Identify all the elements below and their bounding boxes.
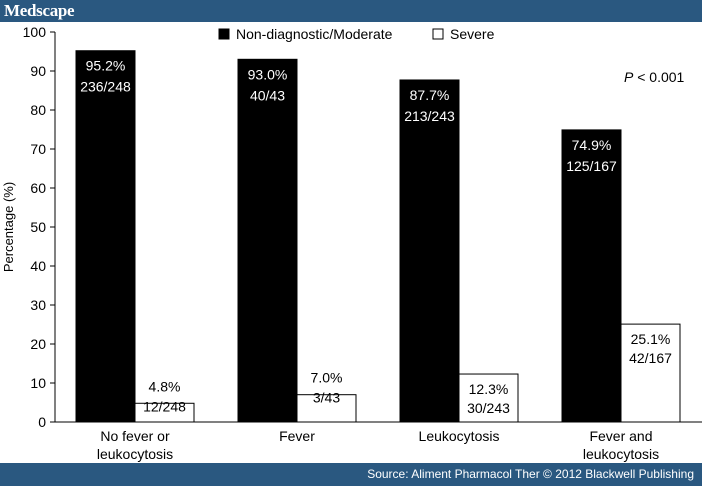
bar-moderate [399, 79, 460, 423]
data-label-count: 12/248 [143, 398, 186, 414]
medscape-logo: Medscape [4, 1, 75, 20]
bar-moderate [561, 129, 622, 423]
data-label-percent: 4.8% [149, 378, 181, 394]
y-axis-label: Percentage (%) [1, 182, 16, 272]
y-tick-label: 70 [30, 141, 46, 157]
y-tick-label: 30 [30, 297, 46, 313]
bar-moderate [237, 58, 298, 423]
x-category-label: leukocytosis [583, 446, 659, 462]
y-tick-label: 10 [30, 375, 46, 391]
data-label-percent: 74.9% [572, 137, 612, 153]
header-bar: Medscape [0, 0, 702, 22]
y-tick-label: 60 [30, 180, 46, 196]
bar-severe [458, 373, 519, 423]
y-tick-label: 100 [23, 24, 47, 40]
y-tick-label: 20 [30, 336, 46, 352]
x-category-label: Leukocytosis [419, 428, 500, 444]
data-label-percent: 87.7% [410, 87, 450, 103]
p-value-text: < 0.001 [633, 69, 684, 85]
data-label-count: 30/243 [467, 400, 510, 416]
bar-severe [296, 394, 357, 423]
footer-bar: Source: Aliment Pharmacol Ther © 2012 Bl… [0, 463, 702, 486]
y-tick-label: 0 [38, 414, 46, 430]
data-label-count: 236/248 [80, 79, 131, 95]
x-category-label: No fever or [100, 428, 170, 444]
y-tick-label: 90 [30, 63, 46, 79]
legend-swatch-severe [432, 28, 444, 40]
data-label-count: 213/243 [404, 108, 455, 124]
data-label-percent: 95.2% [86, 58, 126, 74]
p-value-symbol: P [624, 69, 634, 85]
data-label-count: 40/43 [250, 87, 285, 103]
legend-swatch-moderate [218, 28, 230, 40]
bar-moderate [75, 50, 136, 423]
bar-severe [620, 323, 681, 423]
x-category-label: Fever and [589, 428, 652, 444]
data-label-percent: 7.0% [311, 370, 343, 386]
y-tick-label: 40 [30, 258, 46, 274]
legend-label-severe: Severe [450, 26, 495, 42]
data-label-percent: 93.0% [248, 66, 288, 82]
y-tick-label: 80 [30, 102, 46, 118]
data-label-count: 3/43 [313, 390, 340, 406]
data-label-percent: 25.1% [631, 331, 671, 347]
y-tick-label: 50 [30, 219, 46, 235]
p-value-annotation: P < 0.001 [624, 69, 685, 85]
x-category-label: Fever [279, 428, 315, 444]
data-label-count: 42/167 [629, 350, 672, 366]
source-citation: Source: Aliment Pharmacol Ther © 2012 Bl… [367, 467, 694, 481]
data-label-count: 125/167 [566, 158, 617, 174]
bar-severe [134, 402, 195, 423]
x-category-label: leukocytosis [97, 446, 173, 462]
data-label-percent: 12.3% [469, 381, 509, 397]
legend-label-moderate: Non-diagnostic/Moderate [236, 26, 393, 42]
